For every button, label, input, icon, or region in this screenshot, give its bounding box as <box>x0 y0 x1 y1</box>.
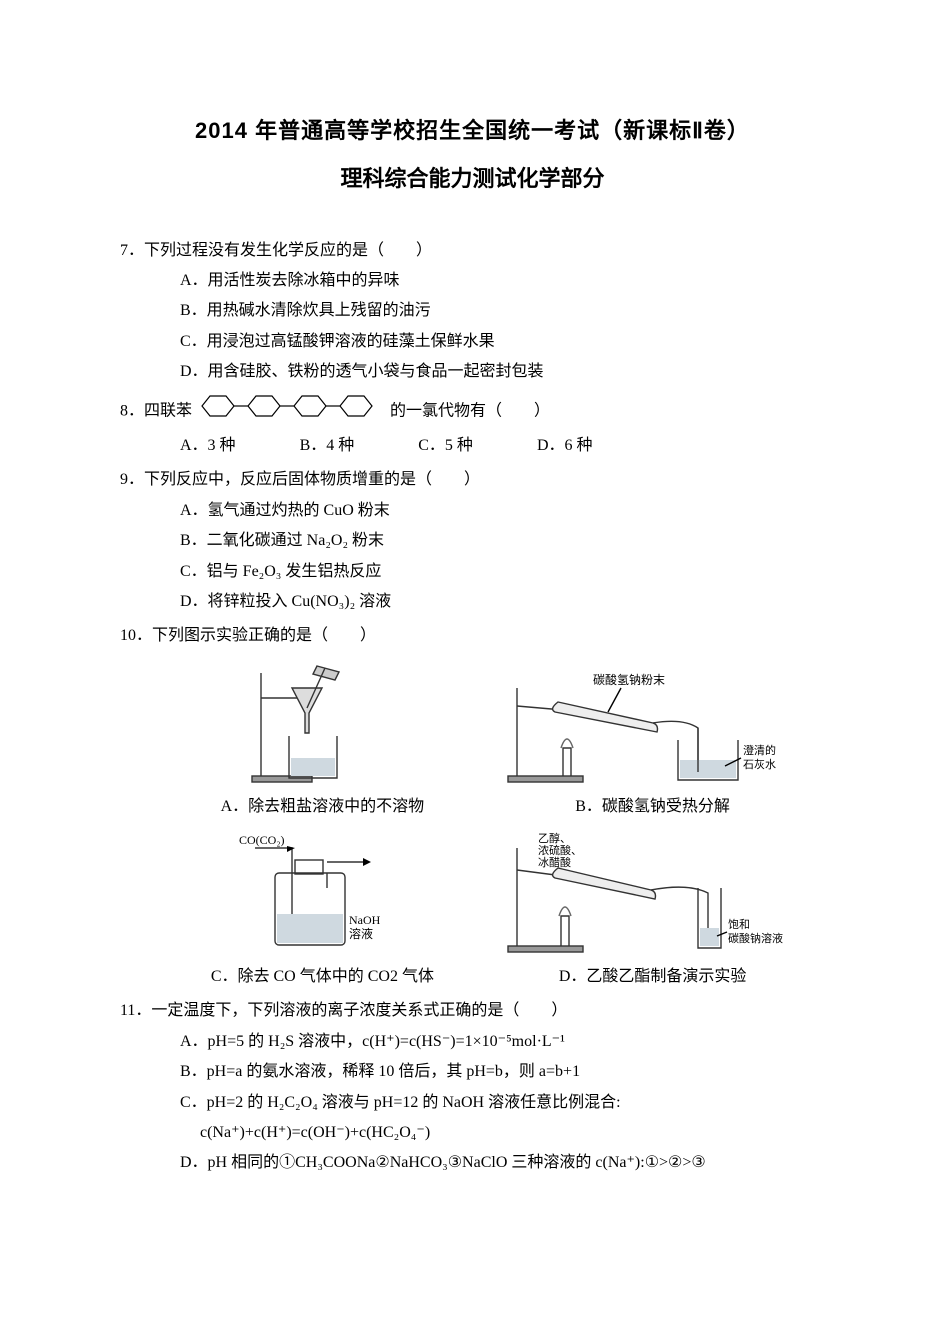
exam-title: 2014 年普通高等学校招生全国统一考试（新课标Ⅱ卷） 理科综合能力测试化学部分 <box>120 110 825 200</box>
q10-diagram-a: A．除去粗盐溶液中的不溶物 <box>170 658 475 822</box>
q11-number: 11． <box>120 1002 151 1019</box>
title-line-2: 理科综合能力测试化学部分 <box>120 158 825 200</box>
q7-stem: 下列过程没有发生化学反应的是（ ） <box>144 242 432 259</box>
svg-text:碳酸钠溶液: 碳酸钠溶液 <box>728 931 783 945</box>
q10-stem: 下列图示实验正确的是（ ） <box>152 627 376 644</box>
svg-text:澄清的: 澄清的 <box>743 743 776 757</box>
q9-opt-a: A．氢气通过灼热的 CuO 粉末 <box>180 496 825 526</box>
question-11: 11．一定温度下，下列溶液的离子浓度关系式正确的是（ ） A．pH=5 的 H₂… <box>120 996 825 1178</box>
question-7: 7．下列过程没有发生化学反应的是（ ） A．用活性炭去除冰箱中的异味 B．用热碱… <box>120 236 825 388</box>
q10-row-cd: CO(CO₂) NaOH 溶液 C．除去 CO 气体中的 CO2 气体 <box>120 822 825 992</box>
svg-text:冰醋酸: 冰醋酸 <box>538 855 571 869</box>
tetraphenyl-structure-icon <box>196 392 386 431</box>
svg-text:浓硫酸、: 浓硫酸、 <box>538 843 582 857</box>
q9-options: A．氢气通过灼热的 CuO 粉末 B．二氧化碳通过 Na₂O₂ 粉末 C．铝与 … <box>120 496 825 618</box>
q11-opt-d: D．pH 相同的①CH₃COONa②NaHCO₃③NaClO 三种溶液的 c(N… <box>120 1148 825 1178</box>
ester-preparation-apparatus-icon: 乙醇、 浓硫酸、 冰醋酸 饱和 碳酸钠溶液 <box>503 828 803 958</box>
filtration-apparatus-icon <box>247 658 397 788</box>
q7-opt-c: C．用浸泡过高锰酸钾溶液的硅藻土保鲜水果 <box>180 327 825 357</box>
heating-decomposition-apparatus-icon: 碳酸氢钠粉末 澄清的 石灰水 <box>503 668 803 788</box>
q7-opt-a: A．用活性炭去除冰箱中的异味 <box>180 266 825 296</box>
q8-opt-d: D．6 种 <box>537 431 593 461</box>
svg-text:NaOH: NaOH <box>349 913 381 927</box>
q7-number: 7． <box>120 242 144 259</box>
q10-cap-a: A．除去粗盐溶液中的不溶物 <box>170 792 475 822</box>
q10-diagram-c: CO(CO₂) NaOH 溶液 C．除去 CO 气体中的 CO2 气体 <box>170 828 475 992</box>
q10-cap-b: B．碳酸氢钠受热分解 <box>500 792 805 822</box>
q11-stem: 一定温度下，下列溶液的离子浓度关系式正确的是（ ） <box>151 1002 567 1019</box>
q8-stem-after: 的一氯代物有（ ） <box>390 402 550 419</box>
question-10: 10．下列图示实验正确的是（ ） <box>120 621 825 992</box>
q9-opt-c: C．铝与 Fe₂O₃ 发生铝热反应 <box>180 557 825 587</box>
q10-diagram-b: 碳酸氢钠粉末 澄清的 石灰水 B．碳酸氢钠受热分解 <box>500 668 805 822</box>
svg-text:溶液: 溶液 <box>349 926 373 941</box>
svg-text:碳酸氢钠粉末: 碳酸氢钠粉末 <box>593 672 665 687</box>
q9-number: 9． <box>120 471 144 488</box>
svg-text:CO(CO₂): CO(CO₂) <box>239 833 285 847</box>
q11-opt-a: A．pH=5 的 H₂S 溶液中，c(H⁺)=c(HS⁻)=1×10⁻⁵mol·… <box>120 1027 825 1057</box>
q7-options: A．用活性炭去除冰箱中的异味 B．用热碱水清除炊具上残留的油污 C．用浸泡过高锰… <box>120 266 825 388</box>
q8-number: 8． <box>120 402 144 419</box>
gas-washing-bottle-icon: CO(CO₂) NaOH 溶液 <box>237 828 407 958</box>
q11-opt-c-line2: c(Na⁺)+c(H⁺)=c(OH⁻)+c(HC₂O₄⁻) <box>120 1118 825 1148</box>
q11-opt-b: B．pH=a 的氨水溶液，稀释 10 倍后，其 pH=b，则 a=b+1 <box>120 1057 825 1087</box>
q8-opt-c: C．5 种 <box>418 431 473 461</box>
q8-options: A．3 种 B．4 种 C．5 种 D．6 种 <box>120 431 825 461</box>
q7-opt-d: D．用含硅胶、铁粉的透气小袋与食品一起密封包装 <box>180 357 825 387</box>
title-line-1: 2014 年普通高等学校招生全国统一考试（新课标Ⅱ卷） <box>120 110 825 152</box>
svg-text:饱和: 饱和 <box>728 917 750 931</box>
question-9: 9．下列反应中，反应后固体物质增重的是（ ） A．氢气通过灼热的 CuO 粉末 … <box>120 465 825 617</box>
q10-number: 10． <box>120 627 152 644</box>
svg-text:石灰水: 石灰水 <box>743 757 776 771</box>
q9-opt-d: D．将锌粒投入 Cu(NO₃)₂ 溶液 <box>180 587 825 617</box>
svg-text:乙醇、: 乙醇、 <box>538 831 571 845</box>
q10-cap-c: C．除去 CO 气体中的 CO2 气体 <box>170 962 475 992</box>
q10-diagram-d: 乙醇、 浓硫酸、 冰醋酸 饱和 碳酸钠溶液 D．乙酸乙酯制备演示实验 <box>500 828 805 992</box>
q9-opt-b: B．二氧化碳通过 Na₂O₂ 粉末 <box>180 526 825 556</box>
q8-opt-b: B．4 种 <box>300 431 355 461</box>
q8-opt-a: A．3 种 <box>180 431 236 461</box>
q10-cap-d: D．乙酸乙酯制备演示实验 <box>500 962 805 992</box>
q11-opt-c-line1: C．pH=2 的 H₂C₂O₄ 溶液与 pH=12 的 NaOH 溶液任意比例混… <box>120 1088 825 1118</box>
q9-stem: 下列反应中，反应后固体物质增重的是（ ） <box>144 471 480 488</box>
q10-row-ab: A．除去粗盐溶液中的不溶物 碳酸氢钠粉末 <box>120 652 825 822</box>
question-8: 8．四联苯 的一氯代物有（ ） A．3 种 B．4 种 C．5 种 D．6 种 <box>120 392 825 462</box>
q7-opt-b: B．用热碱水清除炊具上残留的油污 <box>180 296 825 326</box>
q8-stem-before: 四联苯 <box>144 402 192 419</box>
